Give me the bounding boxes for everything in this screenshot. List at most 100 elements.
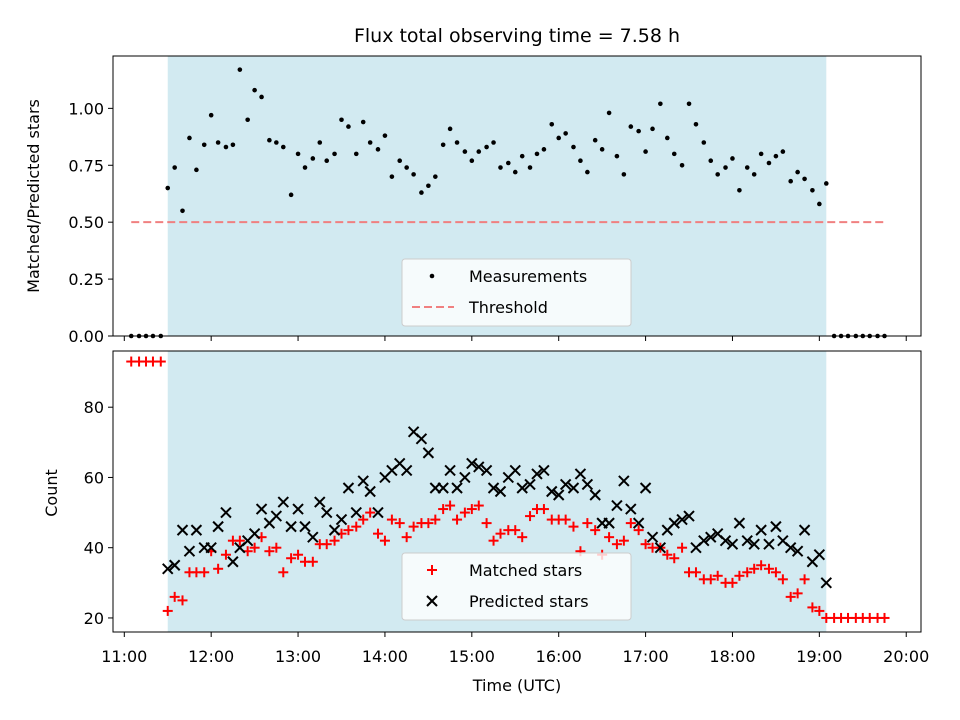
predicted-stars-point	[190, 524, 203, 536]
predicted-stars-point	[639, 482, 652, 494]
predicted-stars-point	[437, 482, 449, 494]
x-tick-label: 18:00	[709, 647, 755, 666]
measurement-point	[295, 151, 301, 157]
measurement-point	[549, 121, 555, 127]
measurement-point	[215, 140, 221, 145]
measurement-point	[541, 147, 547, 152]
measurement-point	[737, 188, 742, 193]
predicted-stars-point	[618, 475, 630, 487]
matched-stars-point	[199, 567, 210, 578]
measurement-point	[527, 165, 533, 170]
measurement-point	[404, 165, 409, 170]
count-legend: Matched stars Predicted stars	[401, 552, 632, 621]
matched-stars-point	[510, 525, 521, 536]
predicted-stars-point	[292, 503, 304, 515]
predicted-stars-point	[755, 524, 767, 536]
measurement-point	[643, 149, 648, 154]
measurement-point	[440, 142, 446, 148]
predicted-stars-point	[632, 517, 645, 529]
count-marks	[126, 356, 890, 623]
count-axes-frame	[112, 350, 922, 633]
measurement-point	[658, 101, 663, 107]
matched-stars-point	[177, 595, 188, 606]
matched-stars-point	[466, 504, 477, 515]
measurement-point	[172, 165, 177, 170]
predicted-stars-point	[183, 545, 196, 557]
measurement-point	[245, 117, 250, 123]
predicted-stars-point	[328, 524, 341, 536]
measurement-point	[360, 119, 366, 125]
matched-stars-point	[169, 591, 180, 602]
predicted-stars-point	[480, 464, 493, 477]
measurement-point	[715, 172, 720, 177]
ratio-y-tick-label: 0.25	[68, 270, 104, 289]
ratio-legend-box	[401, 258, 632, 327]
matched-stars-point	[568, 521, 579, 532]
predicted-stars-point	[473, 461, 485, 473]
predicted-stars-point	[646, 531, 659, 543]
ratio-y-ticks: 0.00 0.25 0.50 0.75 1.00	[68, 99, 113, 346]
matched-stars-point	[264, 546, 275, 557]
measurement-point	[636, 128, 641, 134]
measurement-point	[592, 137, 598, 143]
matched-stars-point	[386, 514, 397, 525]
matched-stars-point	[777, 574, 788, 585]
measurement-point	[534, 151, 540, 157]
predicted-stars-point	[798, 524, 811, 536]
predicted-stars-point	[676, 513, 688, 526]
measurement-point	[419, 190, 424, 195]
matched-stars-point	[452, 514, 463, 525]
matched-stars-point	[358, 514, 369, 525]
matched-stars-point	[799, 574, 810, 585]
x-tick-label: 16:00	[536, 647, 582, 666]
measurement-point	[367, 140, 373, 145]
x-tick-label: 12:00	[188, 647, 234, 666]
ratio-y-tick-label: 0.50	[68, 213, 104, 232]
predicted-stars-point	[784, 541, 797, 554]
measurement-point	[426, 183, 431, 189]
measurement-point	[506, 160, 511, 166]
measurement-point	[180, 208, 185, 214]
predicted-stars-point	[567, 482, 580, 494]
matched-stars-point	[495, 528, 506, 539]
matched-stars-point	[408, 521, 419, 532]
measurement-point	[267, 137, 272, 143]
measurement-point	[165, 185, 171, 191]
measurement-point	[411, 172, 416, 177]
predicted-stars-point	[654, 541, 667, 554]
predicted-stars-point	[248, 527, 261, 540]
measurement-point	[324, 158, 330, 164]
matched-stars-point	[379, 535, 390, 546]
measurement-point	[259, 94, 264, 100]
legend-matched-label: Matched stars	[469, 561, 582, 580]
predicted-stars-point	[531, 468, 543, 480]
measurement-point	[433, 174, 438, 179]
measurement-point	[375, 147, 381, 152]
measurement-point	[780, 149, 786, 154]
matched-stars-point	[307, 556, 318, 567]
matched-stars-point	[807, 602, 818, 613]
measurement-point	[498, 165, 503, 170]
predicted-stars-point	[321, 506, 333, 519]
predicted-stars-point	[509, 464, 521, 477]
predicted-stars-point	[299, 520, 311, 533]
predicted-stars-point	[220, 506, 232, 519]
measurement-point	[817, 201, 822, 207]
matched-stars-point	[517, 532, 528, 543]
measurement-point	[773, 153, 779, 159]
matched-stars-point	[669, 553, 680, 564]
measurement-point	[823, 181, 829, 186]
predicted-stars-point	[705, 531, 717, 543]
measurement-point	[382, 133, 388, 138]
matched-stars-point	[727, 577, 738, 588]
chart-title: Flux total observing time = 7.58 h	[354, 25, 680, 47]
x-tick-label: 14:00	[362, 647, 408, 666]
predicted-stars-point	[285, 520, 297, 533]
matched-stars-point	[423, 518, 434, 529]
matched-stars-point	[742, 567, 753, 578]
matched-stars-point	[604, 532, 615, 543]
predicted-stars-point	[255, 503, 268, 515]
count-y-axis-label: Count	[42, 469, 61, 517]
predicted-stars-point	[277, 496, 289, 508]
x-tick-label: 19:00	[796, 647, 842, 666]
